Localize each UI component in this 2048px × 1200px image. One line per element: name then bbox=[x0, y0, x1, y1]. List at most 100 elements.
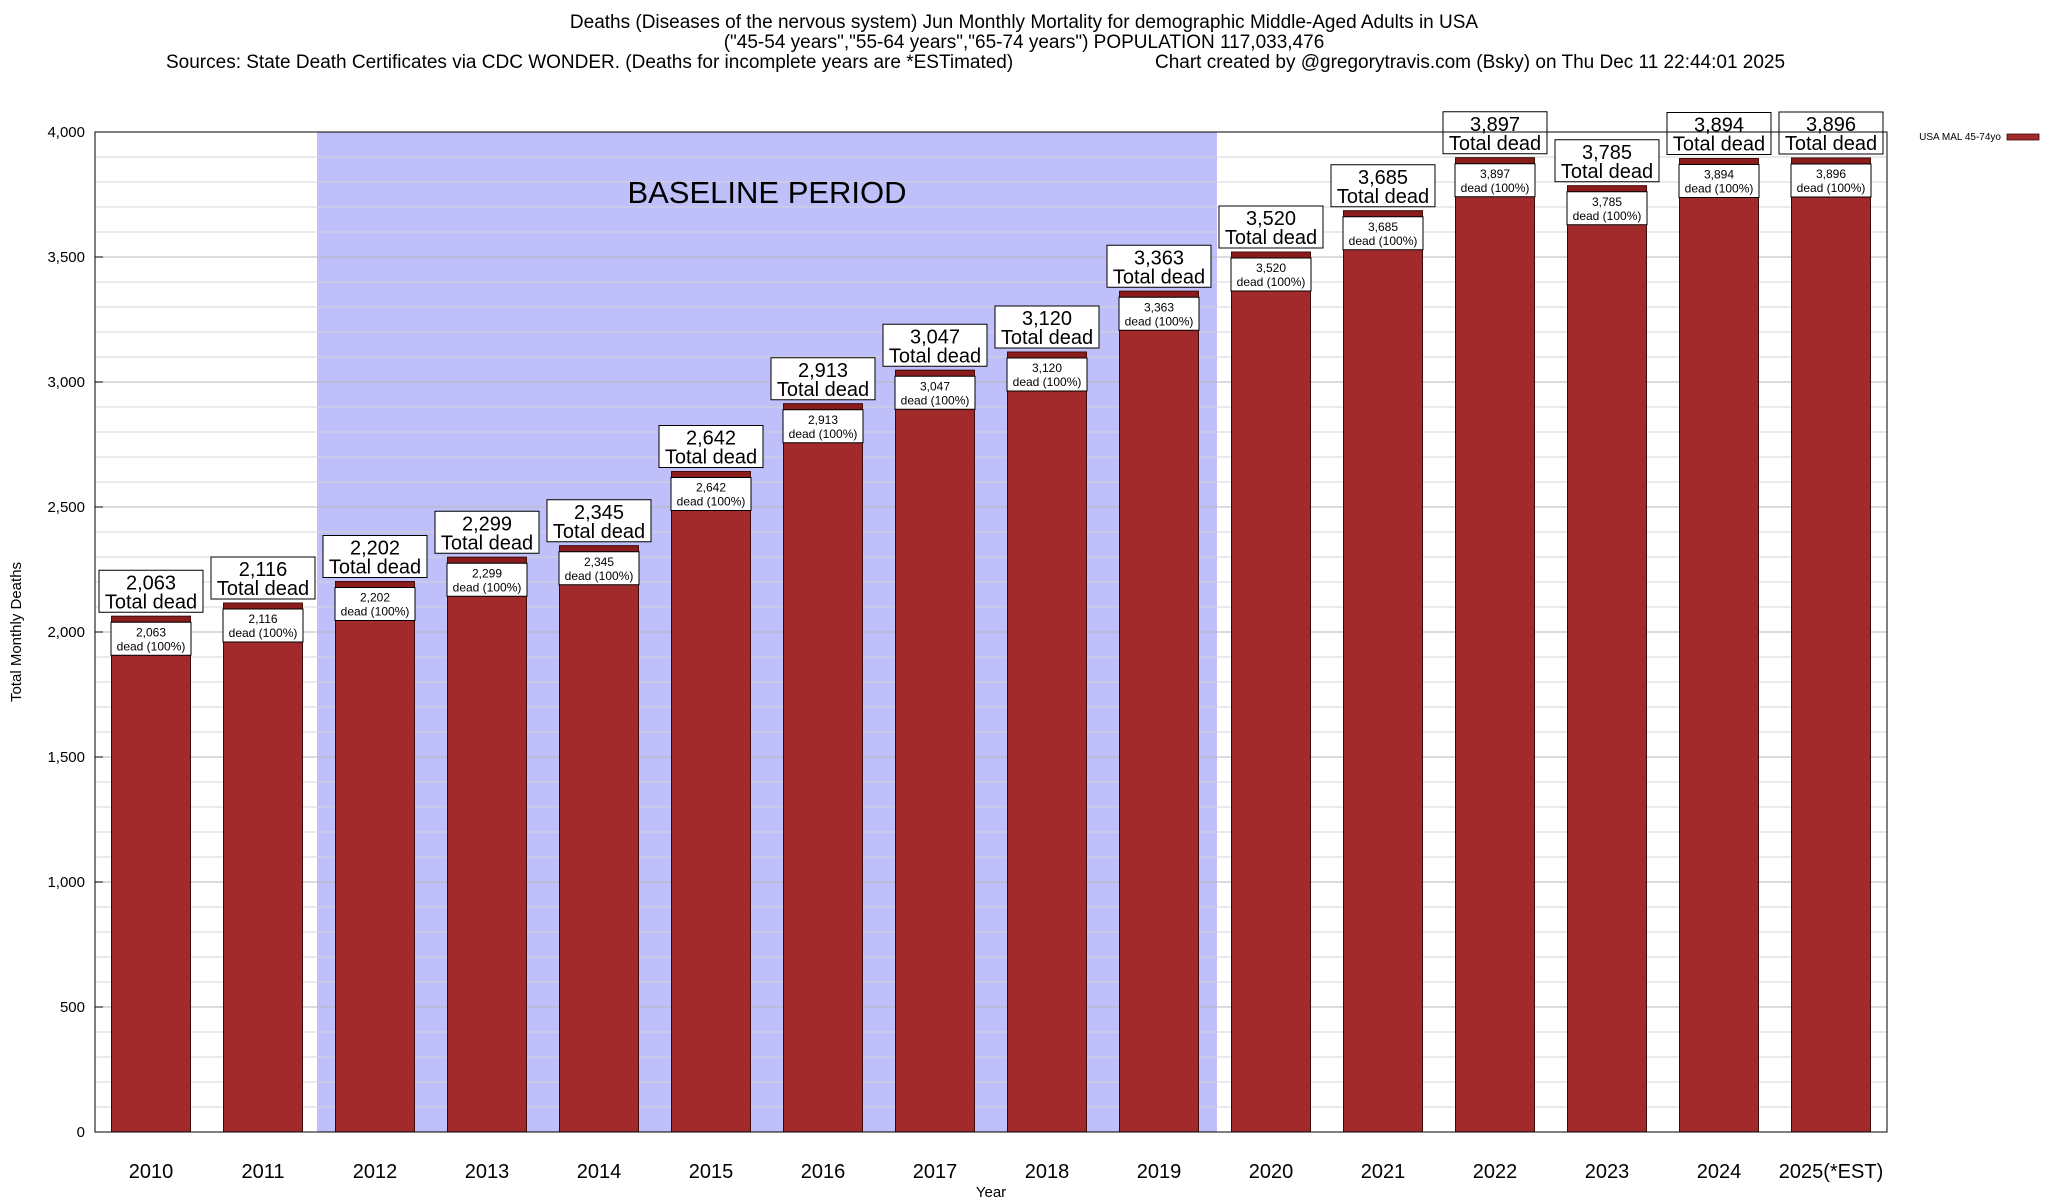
chart-title-line-2: ("45-54 years","55-64 years","65-74 year… bbox=[723, 32, 1325, 53]
x-tick-label: 2019 bbox=[1137, 1161, 1182, 1183]
bar-top-label-box bbox=[1218, 205, 1324, 249]
bar-inner-value-label: 3,363 bbox=[1144, 300, 1174, 314]
bar-caption-label: Total dead bbox=[553, 521, 645, 543]
bar-inner-value-label: 3,120 bbox=[1032, 361, 1062, 375]
x-tick-label: 2016 bbox=[801, 1161, 846, 1183]
x-tick-label: 2014 bbox=[577, 1161, 622, 1183]
bar-caption-label: Total dead bbox=[329, 557, 421, 579]
bar-cap bbox=[1343, 210, 1423, 218]
bar-cap bbox=[335, 581, 415, 588]
bar-cap bbox=[1567, 185, 1647, 193]
bar-inner-label-box bbox=[558, 551, 640, 586]
bar-inner-label-box bbox=[670, 477, 752, 511]
x-tick-label: 2020 bbox=[1249, 1161, 1294, 1183]
bar bbox=[223, 602, 303, 1133]
bar bbox=[447, 556, 527, 1133]
chart-sources: Sources: State Death Certificates via CD… bbox=[166, 52, 1014, 73]
bar-cap bbox=[1455, 157, 1535, 165]
bar-inner-value-label: 3,896 bbox=[1816, 167, 1846, 181]
y-tick-label: 2,500 bbox=[47, 499, 85, 516]
bar-value-label: 3,897 bbox=[1470, 114, 1520, 136]
bar-caption-label: Total dead bbox=[217, 578, 309, 600]
bar-inner-label-box bbox=[782, 409, 864, 444]
bar-caption-label: Total dead bbox=[665, 447, 757, 469]
bar-inner-caption-label: dead (100%) bbox=[677, 495, 746, 509]
bar-top-label-box bbox=[322, 535, 428, 578]
bar-value-label: 3,363 bbox=[1134, 247, 1184, 269]
bar bbox=[783, 403, 863, 1133]
bar-caption-label: Total dead bbox=[1337, 186, 1429, 208]
bar-value-label: 2,913 bbox=[798, 360, 848, 382]
bar-top-label-box bbox=[770, 357, 876, 401]
bar-inner-label-box bbox=[1678, 164, 1760, 198]
bar-top-label-box bbox=[1442, 111, 1548, 155]
bar-inner-value-label: 2,116 bbox=[248, 612, 277, 626]
bar-inner-value-label: 2,345 bbox=[584, 555, 614, 569]
y-tick-label: 0 bbox=[77, 1124, 85, 1141]
bar-caption-label: Total dead bbox=[1113, 266, 1205, 288]
bar-cap bbox=[1231, 251, 1311, 259]
bar bbox=[1679, 158, 1759, 1133]
bar-inner-label-box bbox=[1006, 357, 1088, 392]
bar-cap bbox=[1007, 351, 1087, 359]
bar bbox=[671, 471, 751, 1133]
bar-inner-caption-label: dead (100%) bbox=[901, 393, 970, 407]
bar-top-label-box bbox=[546, 499, 652, 543]
bar-inner-caption-label: dead (100%) bbox=[229, 626, 298, 640]
bar-top-label-box bbox=[98, 569, 204, 613]
y-tick-label: 4,000 bbox=[47, 124, 85, 141]
bar-inner-label-box bbox=[1454, 163, 1536, 198]
bar-top-label-box bbox=[1778, 111, 1884, 155]
bar-cap bbox=[111, 615, 191, 623]
baseline-period-label: BASELINE PERIOD bbox=[627, 175, 906, 210]
x-tick-label: 2017 bbox=[913, 1161, 958, 1183]
bar-caption-label: Total dead bbox=[105, 591, 197, 613]
x-tick-label: 2010 bbox=[129, 1161, 174, 1183]
bar-cap bbox=[1119, 290, 1199, 298]
bar-inner-value-label: 3,520 bbox=[1256, 261, 1286, 275]
bar-inner-caption-label: dead (100%) bbox=[341, 605, 410, 619]
bar-inner-value-label: 2,642 bbox=[696, 481, 726, 495]
bar-inner-label-box bbox=[1566, 191, 1648, 226]
x-axis-title: Year bbox=[976, 1184, 1006, 1200]
bar-inner-value-label: 3,894 bbox=[1704, 168, 1734, 182]
bar-caption-label: Total dead bbox=[889, 345, 981, 367]
bar-value-label: 3,685 bbox=[1358, 167, 1408, 189]
bar-cap bbox=[671, 471, 751, 478]
bar bbox=[335, 581, 415, 1133]
bar-inner-caption-label: dead (100%) bbox=[1461, 181, 1530, 195]
bar-inner-label-box bbox=[110, 621, 192, 656]
bar-inner-value-label: 3,897 bbox=[1480, 167, 1510, 181]
bar-inner-caption-label: dead (100%) bbox=[1797, 181, 1866, 195]
bar-inner-caption-label: dead (100%) bbox=[1685, 182, 1754, 196]
bar-value-label: 3,120 bbox=[1022, 308, 1072, 330]
bar-top-label-box bbox=[658, 425, 764, 468]
bar-cap bbox=[559, 545, 639, 553]
bar-cap bbox=[223, 602, 303, 610]
x-tick-label: 2022 bbox=[1473, 1161, 1518, 1183]
y-tick-label: 3,000 bbox=[47, 374, 85, 391]
y-tick-label: 1,000 bbox=[47, 874, 85, 891]
bar-inner-label-box bbox=[334, 587, 416, 621]
bar-inner-label-box bbox=[1118, 296, 1200, 331]
bar-inner-caption-label: dead (100%) bbox=[565, 569, 634, 583]
bar-caption-label: Total dead bbox=[1673, 134, 1765, 156]
bar-top-label-box bbox=[994, 305, 1100, 349]
bar-inner-value-label: 3,047 bbox=[920, 379, 950, 393]
bar-inner-value-label: 2,063 bbox=[136, 625, 166, 639]
bar bbox=[1791, 157, 1871, 1133]
bar-cap bbox=[895, 369, 975, 377]
bar-inner-label-box bbox=[1790, 163, 1872, 198]
bar-value-label: 2,299 bbox=[462, 513, 512, 535]
chart-title-line-1: Deaths (Diseases of the nervous system) … bbox=[569, 12, 1479, 33]
bar-cap bbox=[1791, 157, 1871, 165]
bar-inner-caption-label: dead (100%) bbox=[1349, 234, 1418, 248]
bar bbox=[111, 615, 191, 1133]
chart-credit: Chart created by @gregorytravis.com (Bsk… bbox=[1155, 52, 1786, 73]
bar bbox=[559, 545, 639, 1133]
x-tick-label: 2011 bbox=[241, 1161, 284, 1183]
bar-value-label: 2,116 bbox=[239, 559, 288, 581]
x-tick-label: 2025(*EST) bbox=[1779, 1161, 1884, 1183]
bar-inner-label-box bbox=[222, 608, 304, 643]
